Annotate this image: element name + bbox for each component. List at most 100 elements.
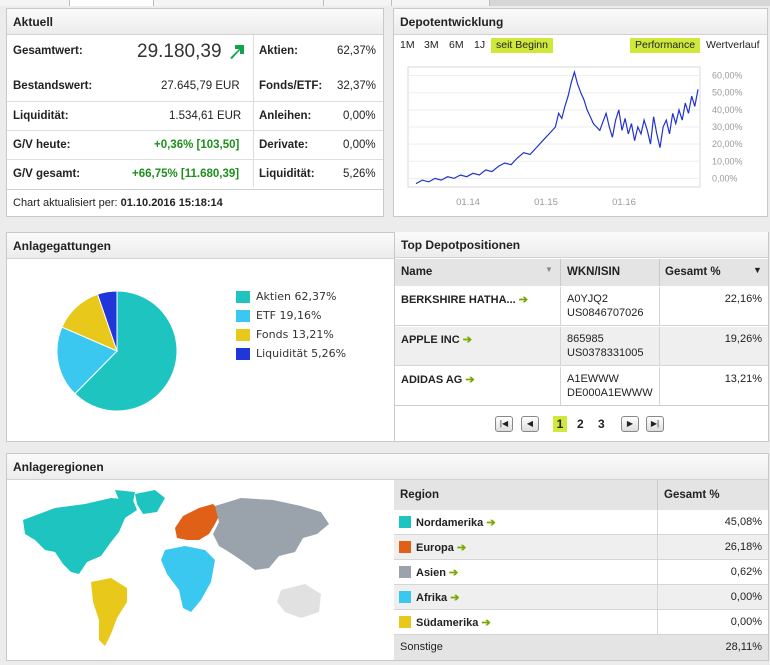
- legend-swatch: [236, 348, 250, 360]
- col-name-header[interactable]: Name: [401, 266, 433, 278]
- region-row[interactable]: Asien ➔ 0,62%: [394, 560, 768, 585]
- range-6m[interactable]: 6M: [449, 39, 464, 51]
- gesamtwert-value: 29.180,39: [137, 41, 222, 62]
- region-row[interactable]: Südamerika ➔ 0,00%: [394, 610, 768, 635]
- region-color-swatch: [399, 541, 411, 553]
- col-gesamt-header[interactable]: Gesamt %: [664, 489, 720, 501]
- position-row[interactable]: ADIDAS AG ➔ A1EWWW DE000A1EWWW 13,21%: [395, 367, 768, 406]
- y-tick-label: 50,00%: [712, 88, 743, 98]
- map-region-afrika: [161, 546, 215, 612]
- pagination: |◀ ◀ 1 2 3 ▶ ▶|: [395, 405, 768, 440]
- cell-divider: [657, 560, 658, 585]
- position-pct: 13,21%: [724, 373, 762, 385]
- aktuell-title: Aktuell: [7, 9, 383, 35]
- col-region-header[interactable]: Region: [400, 489, 439, 501]
- bestandswert-row: Bestandswert: 27.645,79 EUR Fonds/ETF: 3…: [7, 72, 383, 101]
- position-wkn: A0YJQ2: [567, 293, 608, 305]
- alloc-label-anleihen: Anleihen:: [259, 110, 312, 122]
- arrow-right-icon[interactable]: ➔: [449, 567, 459, 579]
- region-name[interactable]: Europa ➔: [416, 542, 467, 554]
- cell-divider: [657, 610, 658, 635]
- positions-header: Name ▼ WKN/ISIN Gesamt % ▼: [395, 259, 768, 286]
- alloc-label-aktien: Aktien:: [259, 45, 298, 57]
- aktuell-panel: Aktuell Gesamtwert: 29.180,39 Aktien: 62…: [6, 8, 384, 217]
- column-divider: [253, 35, 254, 187]
- gv-heute-label: G/V heute:: [13, 139, 71, 151]
- pie-slice[interactable]: [96, 290, 118, 352]
- legend-swatch: [236, 310, 250, 322]
- last-page-icon[interactable]: ▶|: [646, 416, 664, 432]
- legend-swatch: [236, 291, 250, 303]
- top-tab-strip: [0, 0, 770, 6]
- legend-label: Liquidität 5,26%: [256, 347, 347, 360]
- region-name[interactable]: Nordamerika ➔: [416, 517, 496, 529]
- range-1j[interactable]: 1J: [474, 39, 486, 51]
- pie-slice[interactable]: [56, 326, 118, 395]
- position-wkn: 865985: [567, 333, 604, 345]
- region-row[interactable]: Afrika ➔ 0,00%: [394, 585, 768, 610]
- y-tick-label: 10,00%: [712, 156, 743, 166]
- mode-performance[interactable]: Performance: [630, 38, 701, 53]
- page-3[interactable]: 3: [598, 417, 605, 431]
- gesamtwert-label: Gesamtwert:: [13, 45, 83, 57]
- prev-page-icon[interactable]: ◀: [521, 416, 539, 432]
- tab-strip-segment[interactable]: [154, 0, 324, 6]
- region-name[interactable]: Südamerika ➔: [416, 617, 491, 629]
- arrow-right-icon[interactable]: ➔: [481, 617, 491, 629]
- y-tick-label: 0,00%: [712, 173, 738, 183]
- pie-slice[interactable]: [74, 290, 178, 412]
- liquiditaet-label: Liquidität:: [13, 110, 69, 122]
- cell-divider: [659, 367, 660, 406]
- col-wkn-header[interactable]: WKN/ISIN: [567, 266, 621, 278]
- range-1m[interactable]: 1M: [400, 39, 415, 51]
- region-row[interactable]: Nordamerika ➔ 45,08%: [394, 510, 768, 535]
- position-name[interactable]: ADIDAS AG ➔: [401, 374, 475, 386]
- y-tick-label: 60,00%: [712, 71, 743, 81]
- region-name[interactable]: Asien ➔: [416, 567, 459, 579]
- map-region-nordamerika: [23, 490, 137, 574]
- sort-indicator-icon[interactable]: ▼: [545, 265, 553, 274]
- gv-heute-value: +0,36% [103,50]: [154, 139, 240, 151]
- bestandswert-label: Bestandswert:: [13, 80, 93, 92]
- alloc-label-derivate: Derivate:: [259, 139, 309, 151]
- range-3m[interactable]: 3M: [424, 39, 439, 51]
- regions-header: Region Gesamt %: [394, 480, 768, 510]
- arrow-right-icon[interactable]: ➔: [456, 542, 467, 554]
- arrow-right-icon[interactable]: ➔: [518, 294, 528, 306]
- arrow-right-icon[interactable]: ➔: [486, 517, 496, 529]
- tab-strip-segment[interactable]: [324, 0, 392, 6]
- arrow-right-icon[interactable]: ➔: [465, 374, 475, 386]
- tab-strip-segment[interactable]: [392, 0, 490, 6]
- position-row[interactable]: APPLE INC ➔ 865985 US0378331005 19,26%: [395, 327, 768, 366]
- position-pct: 19,26%: [724, 333, 762, 345]
- chart-updated-value: 01.10.2016 15:18:14: [120, 197, 223, 209]
- page-1[interactable]: 1: [553, 416, 567, 432]
- position-wkn: A1EWWW: [567, 373, 619, 385]
- arrow-right-icon[interactable]: ➔: [462, 334, 472, 346]
- map-region-australien: [277, 584, 321, 618]
- chart-updated-label: Chart aktualisiert per:: [13, 197, 118, 209]
- sonstige-label: Sonstige: [400, 641, 443, 653]
- cell-divider: [560, 367, 561, 406]
- mode-wertverlauf[interactable]: Wertverlauf: [706, 39, 760, 51]
- next-page-icon[interactable]: ▶: [621, 416, 639, 432]
- region-name[interactable]: Afrika ➔: [416, 592, 460, 604]
- depotentwicklung-panel: Depotentwicklung 1M 3M 6M 1J seit Beginn…: [393, 8, 768, 217]
- position-isin: DE000A1EWWW: [567, 387, 653, 399]
- range-seit-beginn[interactable]: seit Beginn: [491, 38, 553, 53]
- position-name[interactable]: BERKSHIRE HATHA... ➔: [401, 294, 528, 306]
- arrow-right-icon[interactable]: ➔: [450, 592, 460, 604]
- position-row[interactable]: BERKSHIRE HATHA... ➔ A0YJQ2 US0846707026 22…: [395, 287, 768, 326]
- position-name[interactable]: APPLE INC ➔: [401, 334, 472, 346]
- sort-desc-icon[interactable]: ▼: [753, 265, 762, 275]
- page-2[interactable]: 2: [577, 417, 584, 431]
- tab-strip-segment[interactable]: [70, 0, 154, 6]
- sonstige-value: 28,11%: [725, 641, 763, 653]
- tab-strip-segment[interactable]: [0, 0, 70, 6]
- region-row[interactable]: Europa ➔ 26,18%: [394, 535, 768, 560]
- top-positions-panel: Top Depotpositionen Name ▼ WKN/ISIN Gesa…: [394, 232, 769, 442]
- region-color-swatch: [399, 566, 411, 578]
- col-pct-header[interactable]: Gesamt %: [665, 266, 721, 278]
- regions-table: Region Gesamt % Nordamerika ➔ 45,08% Europ…: [394, 480, 768, 660]
- first-page-icon[interactable]: |◀: [495, 416, 513, 432]
